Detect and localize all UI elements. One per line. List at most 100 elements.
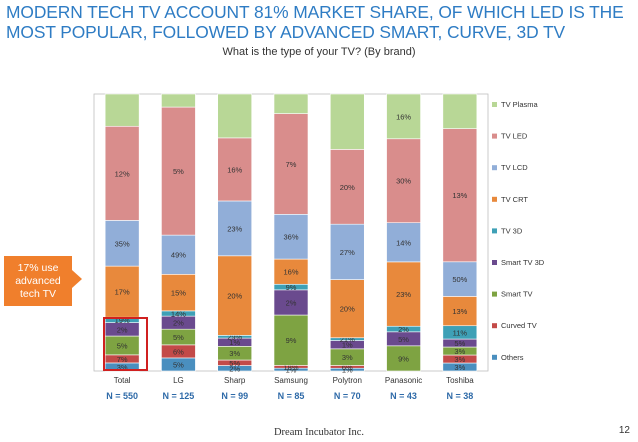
bar-lg-tv-crt [161,274,196,312]
legend-label-tv-lcd: TV LCD [501,163,528,172]
page-title: MODERN TECH TV ACCOUNT 81% MARKET SHARE,… [6,2,624,42]
bar-lg-tv-led [161,106,196,236]
data-label: 29% [227,333,242,342]
data-label: 2% [398,325,409,334]
advanced-tech-callout: 17% use advanced tech TV [4,256,82,306]
data-label: 1% [229,338,240,347]
bar-polytron-tv-crt [329,279,365,339]
data-label: 16% [227,165,242,174]
bar-samsung-smart-tv-3d [273,289,309,316]
bar-lg-tv-lcd [161,234,196,275]
x-tick-label: LG [173,376,184,385]
data-label: 17% [115,288,130,297]
data-label: 9% [286,336,297,345]
data-label: 30% [396,177,411,186]
data-label: 3% [454,355,465,364]
bar-samsung-smart-tv [273,314,309,366]
data-label: 2% [117,325,128,334]
x-tick-label: Samsung [274,376,308,385]
legend-swatch-tv-led [492,133,497,139]
data-label: 49% [171,251,186,260]
x-tick-label: Polytron [333,376,362,385]
bar-panasonic-tv-lcd [386,222,421,263]
bar-sharp-tv-lcd [217,200,253,257]
sample-size-label: N = 550 [106,391,138,401]
legend-swatch-smart-tv [492,291,497,297]
data-label: 5% [117,341,128,350]
data-label: 7% [286,160,297,169]
data-label: 5% [173,333,184,342]
data-label: 20% [340,183,355,192]
data-label: 5% [173,360,184,369]
chart-title: What is the type of your TV? (By brand) [222,46,416,58]
bar-panasonic-tv-plasma [386,93,421,140]
sample-size-label: N = 99 [221,391,248,401]
bar-sharp-tv-led [217,137,253,202]
data-label: 2% [229,364,240,373]
data-label: 7% [117,355,128,364]
data-label: 50% [452,275,467,284]
data-label: 12% [115,169,130,178]
legend-swatch-tv-lcd [492,165,497,171]
legend-swatch-tv-plasma [492,102,497,107]
data-label: 18% [283,363,298,372]
footer-text: Dream Incubator Inc. [273,427,365,438]
data-label: 5% [454,339,465,348]
legend-label-tv-led: TV LED [501,132,528,141]
bar-sharp-tv-crt [217,255,253,336]
data-label: 3% [454,347,465,356]
bar-total-tv-plasma [104,93,140,127]
data-label: 15% [171,289,186,298]
data-label: 6% [342,363,353,372]
sample-size-label: N = 125 [163,391,195,401]
data-label: 5% [229,359,240,368]
bar-toshiba-tv-crt [442,296,478,327]
data-label: 1% [342,341,353,350]
bar-polytron-tv-lcd [329,223,365,280]
x-tick-label: Total [114,376,131,385]
bar-samsung-tv-lcd [273,214,309,260]
bar-samsung-tv-plasma [273,93,309,114]
data-label: 2% [286,298,297,307]
data-label: 19% [115,316,130,325]
bar-total-tv-lcd [104,220,140,267]
bar-total-tv-led [104,125,140,221]
bar-toshiba-tv-led [442,128,478,263]
bar-toshiba-tv-plasma [442,93,478,129]
data-label: 9% [398,354,409,363]
data-label: 1% [342,366,353,375]
bar-sharp-tv-plasma [217,93,253,139]
data-label: 3% [342,353,353,362]
bar-samsung-tv-led [273,113,309,215]
data-label: 14% [171,310,186,319]
total-highlight-box [103,317,148,371]
data-label: 23% [396,290,411,299]
page-number: 12 [618,425,630,436]
legend-swatch-smart-tv-3d [492,260,497,265]
legend-swatch-tv-3d [492,228,497,234]
x-tick-label: Toshiba [446,376,474,385]
legend-label-others: Others [501,353,524,362]
data-label: 9% [286,283,297,292]
bar-lg-tv-plasma [161,93,196,108]
bar-toshiba-tv-lcd [442,261,478,297]
data-label: 16% [396,112,411,121]
data-label: 16% [283,268,298,277]
data-label: 13% [452,191,467,200]
data-label: 20% [340,305,355,314]
bar-polytron-tv-plasma [329,93,365,150]
data-label: 36% [283,233,298,242]
sample-size-label: N = 43 [390,391,417,401]
x-tick-label: Panasonic [385,376,422,385]
legend-label-tv-3d: TV 3D [501,226,523,235]
sample-size-label: N = 70 [334,391,361,401]
legend-swatch-others [492,354,497,360]
data-label: 21% [340,335,355,344]
data-label: 27% [340,248,355,257]
legend-swatch-curved-tv [492,323,497,329]
sample-size-label: N = 38 [446,391,473,401]
data-label: 5% [398,335,409,344]
data-label: 3% [454,363,465,372]
data-label: 20% [227,292,242,301]
